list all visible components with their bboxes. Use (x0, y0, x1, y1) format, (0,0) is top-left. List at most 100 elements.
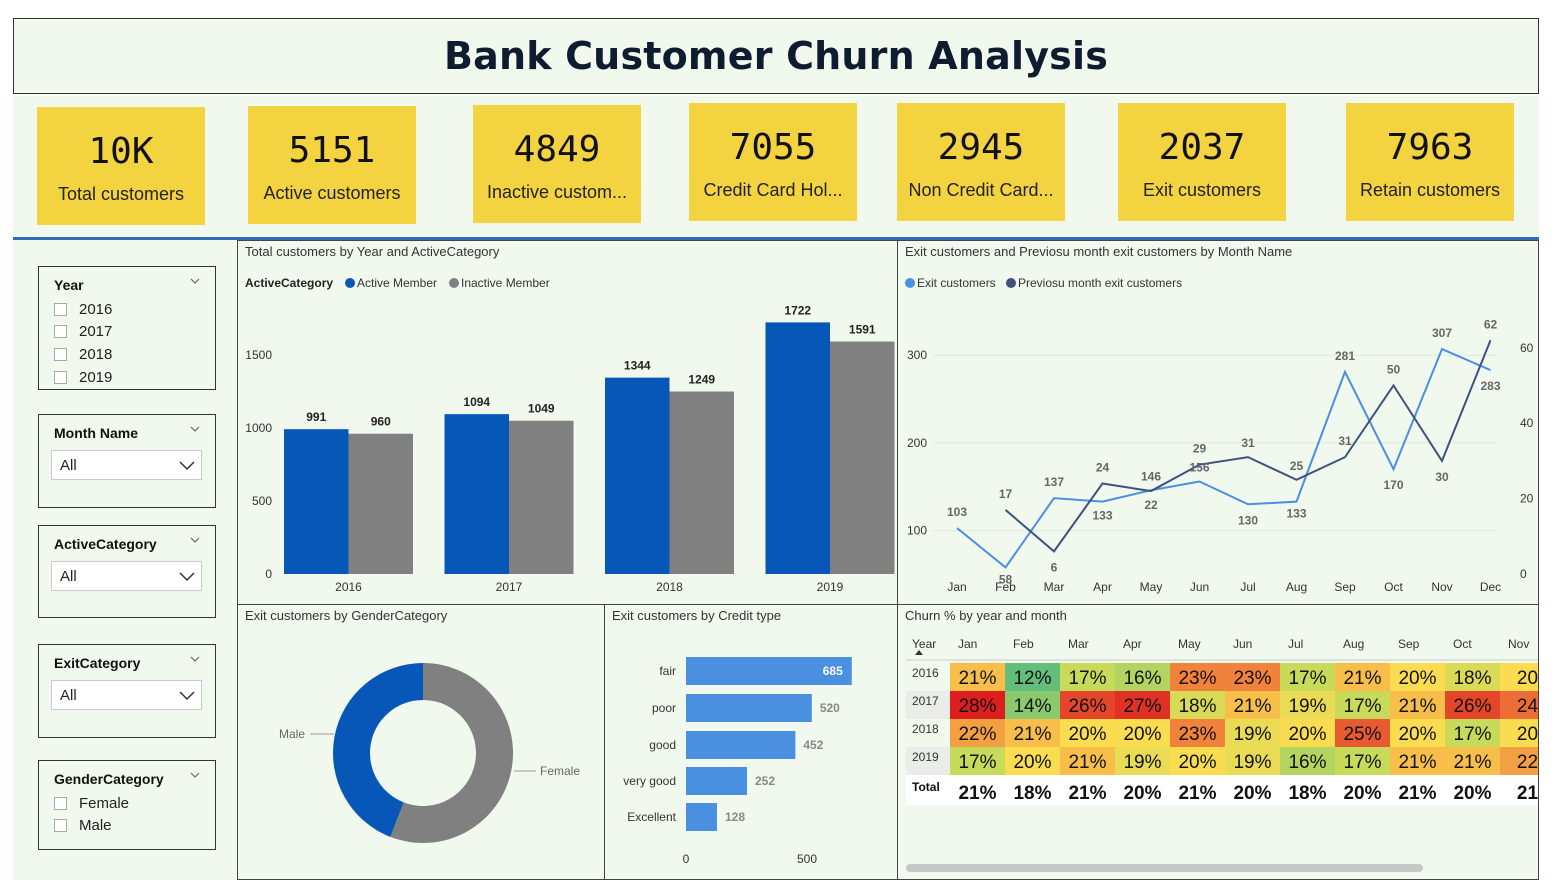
kpi-card-total[interactable]: 10K Total customers (37, 107, 205, 225)
active-category-dropdown[interactable]: All (51, 561, 202, 591)
x-tick-label: May (1140, 580, 1163, 594)
bar-chart-panel: Total customers by Year and ActiveCatego… (237, 240, 898, 605)
total-row-bg (906, 775, 1538, 805)
kpi-label: Non Credit Card... (908, 179, 1054, 200)
slicer-option-male[interactable]: Male (54, 817, 112, 834)
slicer-option-2017[interactable]: 2017 (54, 323, 112, 340)
row-label: 2018 (912, 722, 939, 736)
checkbox[interactable] (54, 303, 67, 316)
cell-value: 19% (1123, 752, 1161, 773)
chevron-down-icon[interactable] (189, 769, 201, 781)
cell-value: 25% (1343, 724, 1381, 745)
bar (605, 377, 670, 574)
x-tick-label: 2018 (656, 580, 683, 594)
kpi-card-inactive[interactable]: 4849 Inactive custom... (473, 105, 641, 223)
slicer-option-2018[interactable]: 2018 (54, 346, 112, 363)
chevron-down-icon[interactable] (189, 423, 201, 435)
checkbox[interactable] (54, 348, 67, 361)
checkbox[interactable] (54, 371, 67, 384)
data-label: 452 (803, 738, 823, 752)
data-label: 520 (820, 701, 840, 715)
category-label: poor (652, 701, 676, 715)
category-label: good (649, 738, 676, 752)
bar (686, 803, 717, 831)
data-label-exit: 103 (947, 505, 967, 519)
kpi-label: Inactive custom... (486, 181, 628, 202)
y-tick-label-right: 40 (1520, 416, 1534, 430)
heatmap-cell (1390, 663, 1445, 691)
heatmap-cell (1280, 719, 1335, 747)
checkbox[interactable] (54, 325, 67, 338)
month-dropdown[interactable]: All (51, 450, 202, 480)
y-tick-label: 1500 (245, 348, 272, 362)
donut-slice-male (333, 663, 423, 837)
data-label-exit: 146 (1141, 469, 1161, 483)
slicer-option-2016[interactable]: 2016 (54, 301, 112, 318)
data-label-exit: 133 (1092, 509, 1112, 523)
donut-chart: Female Male (279, 663, 580, 843)
checkbox[interactable] (54, 797, 67, 810)
y-tick-label: 0 (265, 567, 272, 581)
heatmap-cell (1390, 691, 1445, 719)
option-label: 2017 (79, 323, 113, 340)
checkbox[interactable] (54, 819, 67, 832)
heatmap-cell (1390, 719, 1445, 747)
category-label: fair (659, 664, 676, 678)
heatmap-cell (1445, 719, 1500, 747)
bar (444, 414, 509, 574)
option-label: 2019 (79, 369, 113, 386)
dropdown-value: All (60, 568, 77, 585)
cell-value: 22 (1517, 752, 1538, 773)
column-header: Jun (1233, 637, 1252, 651)
kpi-card-credit-card[interactable]: 7055 Credit Card Hol... (689, 103, 857, 221)
slicer-option-2019[interactable]: 2019 (54, 369, 112, 386)
donut-chart-panel: Exit customers by GenderCategory Female M… (237, 604, 605, 880)
total-value: 20% (1233, 783, 1271, 804)
cell-value: 26% (1068, 696, 1106, 717)
y-tick-label-left: 200 (907, 436, 927, 450)
cell-value: 20% (1068, 724, 1106, 745)
kpi-card-exit[interactable]: 2037 Exit customers (1118, 103, 1286, 221)
cell-value: 18% (1178, 696, 1216, 717)
legend-marker (905, 278, 915, 288)
heatmap-cell (1445, 747, 1500, 775)
slicer-title: GenderCategory (54, 771, 164, 787)
slicer-option-female[interactable]: Female (54, 795, 129, 812)
data-label-exit: 58 (999, 572, 1013, 586)
data-label-previous: 31 (1338, 434, 1352, 448)
cell-value: 21% (1398, 696, 1436, 717)
row-label: 2017 (912, 694, 939, 708)
heatmap-cell (1500, 663, 1538, 691)
chevron-down-icon[interactable] (189, 534, 201, 546)
y-tick-label-right: 60 (1520, 341, 1534, 355)
cell-value: 20 (1517, 724, 1538, 745)
cell-value: 17% (1343, 696, 1381, 717)
cell-value: 16% (1288, 752, 1326, 773)
x-tick-label: Jan (947, 580, 966, 594)
legend-label: Previosu month exit customers (1018, 276, 1182, 290)
y-tick-label: 1000 (245, 421, 272, 435)
data-label-exit: 137 (1044, 475, 1064, 489)
exit-category-dropdown[interactable]: All (51, 680, 202, 710)
cell-value: 21% (1453, 752, 1491, 773)
chevron-down-icon[interactable] (189, 653, 201, 665)
slicer-title: Year (54, 277, 84, 293)
data-label-exit: 283 (1480, 379, 1500, 393)
total-value: 18% (1013, 783, 1051, 804)
heatmap-cell (1500, 719, 1538, 747)
y-tick-label-right: 0 (1520, 567, 1527, 581)
kpi-card-active[interactable]: 5151 Active customers (248, 106, 416, 224)
data-label-previous: 6 (1051, 560, 1058, 574)
bar (509, 420, 574, 574)
heatmap-cell (1280, 663, 1335, 691)
cell-value: 17% (1453, 724, 1491, 745)
exit-category-slicer: ExitCategory All (38, 644, 216, 738)
heatmap-cell (1060, 691, 1115, 719)
row-label-cell (906, 663, 950, 691)
heatmap-cell (1335, 691, 1390, 719)
kpi-card-non-credit-card[interactable]: 2945 Non Credit Card... (897, 103, 1065, 221)
donut-slice-female (390, 663, 513, 843)
chevron-down-icon[interactable] (189, 275, 201, 287)
kpi-card-retain[interactable]: 7963 Retain customers (1346, 103, 1514, 221)
legend-label: Inactive Member (461, 276, 550, 290)
